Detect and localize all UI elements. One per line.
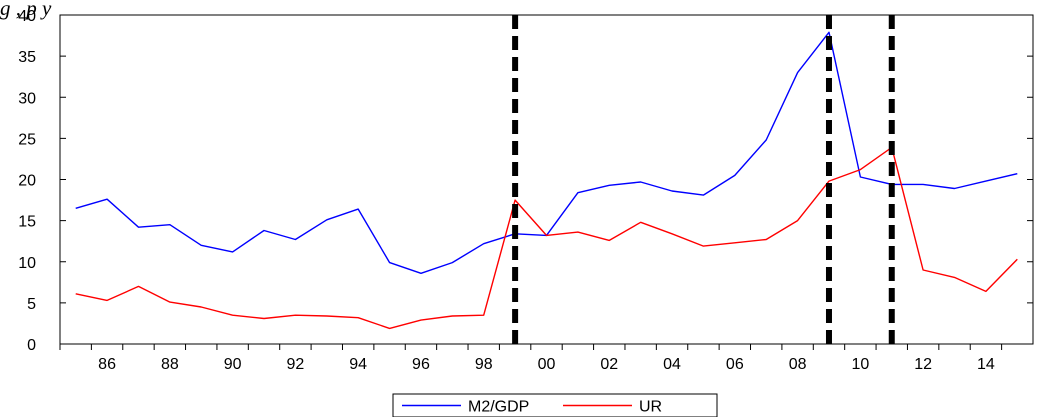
y-tick-label: 10 bbox=[18, 255, 36, 272]
x-tick-label: 02 bbox=[600, 356, 618, 373]
x-tick-label: 86 bbox=[98, 356, 116, 373]
x-tick-label: 88 bbox=[161, 356, 179, 373]
y-tick-label: 0 bbox=[27, 337, 36, 354]
y-tick-label: 30 bbox=[18, 90, 36, 107]
x-tick-label: 14 bbox=[977, 356, 995, 373]
y-tick-label: 5 bbox=[27, 296, 36, 313]
x-tick-label: 94 bbox=[349, 356, 367, 373]
x-tick-label: 92 bbox=[287, 356, 305, 373]
x-tick-label: 12 bbox=[914, 356, 932, 373]
figure-caption: g , p y bbox=[0, 0, 52, 20]
x-tick-label: 04 bbox=[663, 356, 681, 373]
y-tick-label: 25 bbox=[18, 131, 36, 148]
y-tick-label: 40 bbox=[18, 8, 36, 25]
y-tick-label: 35 bbox=[18, 49, 36, 66]
x-tick-label: 96 bbox=[412, 356, 430, 373]
x-tick-label: 10 bbox=[851, 356, 869, 373]
y-tick-label: 15 bbox=[18, 214, 36, 231]
x-tick-label: 00 bbox=[538, 356, 556, 373]
legend-box bbox=[392, 393, 718, 417]
x-tick-label: 08 bbox=[789, 356, 807, 373]
legend-entry: UR bbox=[639, 399, 662, 416]
x-tick-label: 98 bbox=[475, 356, 493, 373]
x-tick-label: 90 bbox=[224, 356, 242, 373]
legend-entry: M2/GDP bbox=[468, 399, 529, 416]
series-line-ur bbox=[75, 146, 1018, 330]
y-tick-label: 20 bbox=[18, 173, 36, 190]
plot-frame bbox=[59, 14, 1034, 345]
series-line-m2-gdp bbox=[75, 31, 1018, 274]
x-tick-label: 06 bbox=[726, 356, 744, 373]
